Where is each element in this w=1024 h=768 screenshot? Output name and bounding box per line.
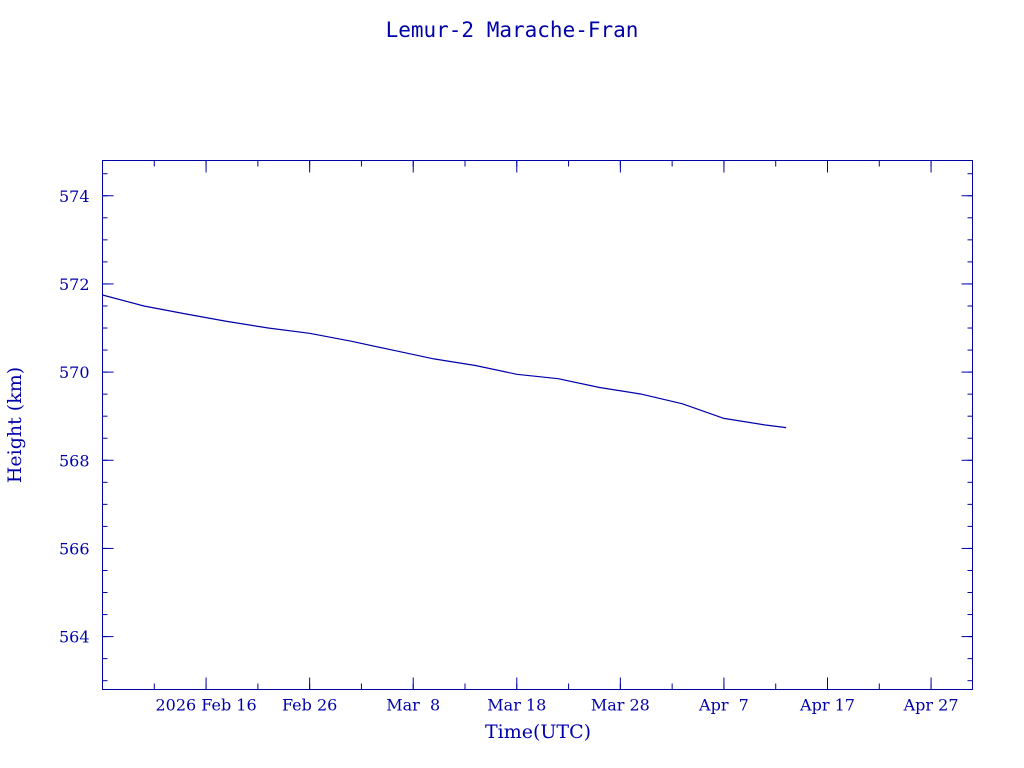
x-tick-label: Mar 8 bbox=[386, 696, 440, 715]
y-tick-label: 568 bbox=[59, 451, 90, 470]
chart-title: Lemur-2 Marache-Fran bbox=[386, 18, 639, 42]
y-tick-label: 572 bbox=[59, 275, 90, 294]
x-tick-label: Apr 27 bbox=[903, 696, 959, 715]
series-line-height bbox=[102, 294, 787, 429]
y-axis-label: Height (km) bbox=[4, 367, 26, 483]
y-tick-labels: 564 566 568 570 572 574 bbox=[59, 187, 90, 647]
y-major-ticks bbox=[102, 195, 973, 638]
y-minor-ticks bbox=[102, 173, 973, 682]
x-minor-ticks bbox=[102, 160, 932, 690]
x-tick-label: Mar 28 bbox=[591, 696, 650, 715]
y-tick-label: 566 bbox=[59, 539, 90, 558]
y-tick-label: 574 bbox=[59, 187, 90, 206]
x-tick-label: 2026 Feb 16 bbox=[155, 696, 256, 715]
x-tick-label: Apr 7 bbox=[698, 696, 749, 715]
x-tick-label: Feb 26 bbox=[282, 696, 337, 715]
x-major-ticks bbox=[205, 160, 932, 690]
x-tick-label: Apr 17 bbox=[799, 696, 855, 715]
plot-frame bbox=[102, 160, 973, 690]
x-tick-labels: 2026 Feb 16 Feb 26 Mar 8 Mar 18 Mar 28 Apr 7 A… bbox=[155, 696, 958, 715]
x-tick-label: Mar 18 bbox=[487, 696, 546, 715]
y-tick-label: 564 bbox=[59, 628, 90, 647]
y-tick-label: 570 bbox=[59, 363, 90, 382]
x-axis-label: Time(UTC) bbox=[485, 721, 591, 743]
